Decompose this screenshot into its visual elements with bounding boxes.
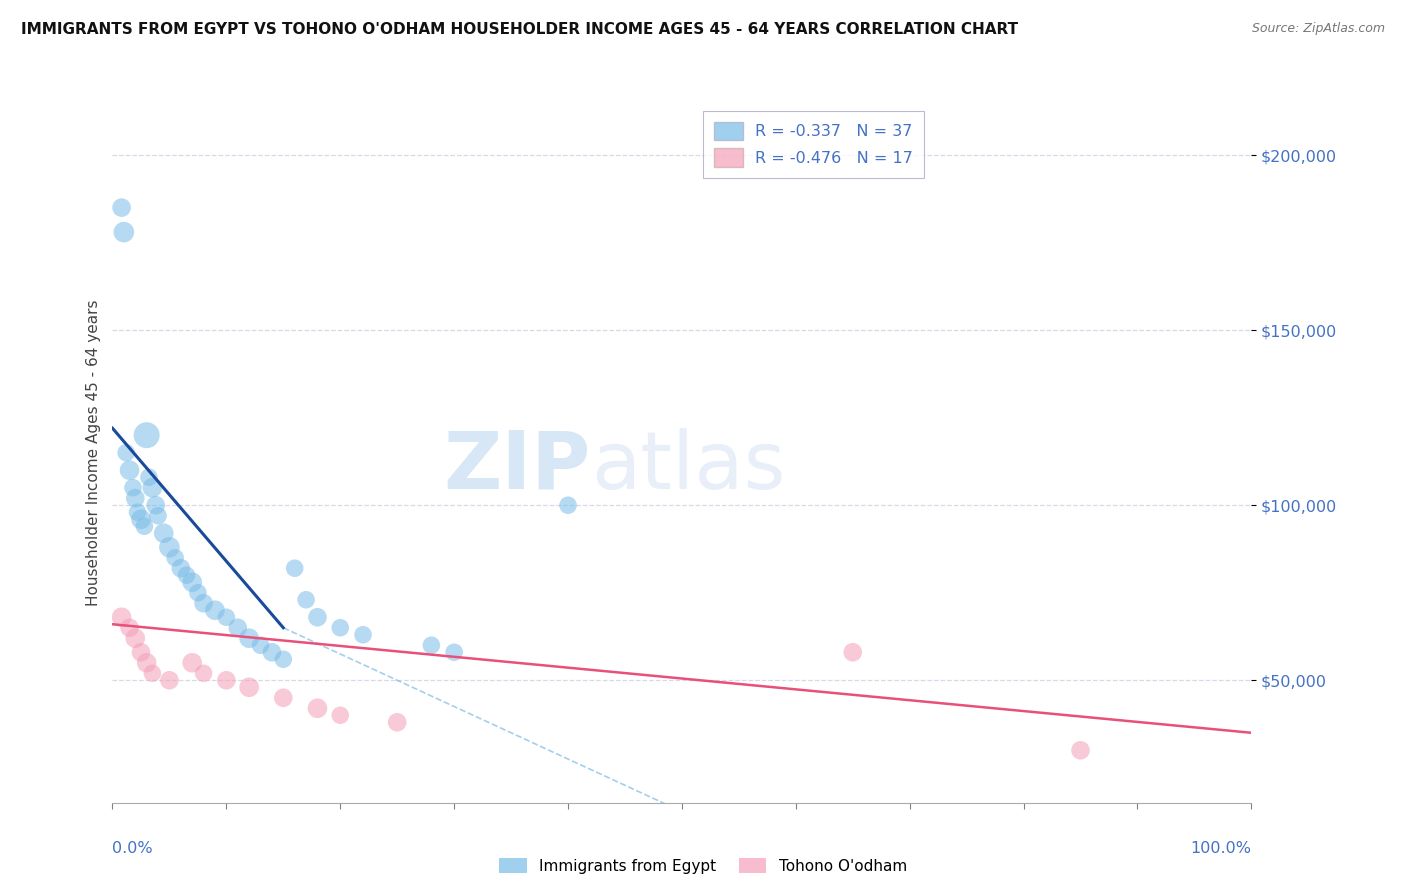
Point (193, 666, 215, 681)
Point (159, 673, 180, 688)
Point (352, 628, 374, 642)
Point (193, 596, 215, 610)
Point (141, 666, 163, 681)
Point (420, 638, 443, 652)
Point (152, 526, 174, 541)
Point (135, 428, 157, 442)
Point (134, 519, 156, 533)
Text: 100.0%: 100.0% (1191, 841, 1251, 856)
Point (127, 505, 149, 519)
Point (115, 445, 138, 460)
Point (118, 621, 141, 635)
Point (122, 481, 145, 495)
Point (159, 540, 180, 554)
Point (215, 610, 238, 624)
Text: Source: ZipAtlas.com: Source: ZipAtlas.com (1251, 22, 1385, 36)
Point (307, 701, 329, 715)
Point (124, 632, 146, 646)
Text: 0.0%: 0.0% (112, 841, 153, 856)
Point (129, 512, 152, 526)
Point (271, 652, 295, 666)
Point (112, 225, 135, 239)
Point (187, 585, 209, 599)
Point (271, 690, 295, 705)
Point (260, 645, 283, 659)
Point (181, 656, 204, 670)
Point (146, 508, 169, 523)
Point (110, 610, 132, 624)
Point (226, 621, 249, 635)
Point (295, 592, 318, 607)
Point (443, 645, 465, 659)
Point (124, 491, 146, 506)
Point (129, 645, 152, 659)
Point (307, 610, 329, 624)
Point (110, 201, 132, 215)
Point (138, 470, 160, 484)
Point (181, 575, 204, 590)
Point (557, 498, 579, 512)
Point (141, 481, 163, 495)
Point (176, 568, 198, 582)
Point (841, 645, 863, 659)
Point (165, 550, 187, 565)
Point (238, 680, 260, 694)
Text: ZIP: ZIP (443, 427, 591, 506)
Point (284, 561, 307, 575)
Text: atlas: atlas (591, 427, 785, 506)
Point (170, 561, 193, 575)
Point (238, 632, 260, 646)
Y-axis label: Householder Income Ages 45 - 64 years: Householder Income Ages 45 - 64 years (86, 300, 101, 606)
Point (215, 673, 238, 688)
Point (249, 638, 271, 652)
Legend: Immigrants from Egypt, Tohono O'odham: Immigrants from Egypt, Tohono O'odham (494, 852, 912, 880)
Text: IMMIGRANTS FROM EGYPT VS TOHONO O'ODHAM HOUSEHOLDER INCOME AGES 45 - 64 YEARS CO: IMMIGRANTS FROM EGYPT VS TOHONO O'ODHAM … (21, 22, 1018, 37)
Point (329, 708, 352, 723)
Point (204, 603, 226, 617)
Point (118, 463, 141, 477)
Point (385, 715, 409, 730)
Legend: R = -0.337   N = 37, R = -0.476   N = 17: R = -0.337 N = 37, R = -0.476 N = 17 (703, 111, 925, 178)
Point (1069, 743, 1091, 757)
Point (145, 498, 167, 512)
Point (135, 656, 157, 670)
Point (329, 621, 352, 635)
